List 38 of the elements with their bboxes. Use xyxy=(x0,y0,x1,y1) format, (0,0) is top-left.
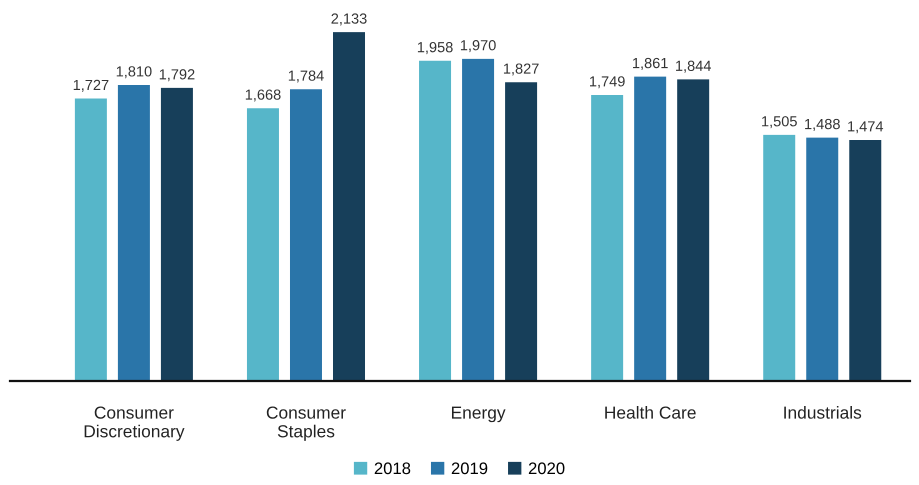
bar xyxy=(763,134,796,381)
x-tick-label: Industrials xyxy=(784,406,862,419)
data-label: 1,727 xyxy=(74,80,108,92)
data-label: 1,792 xyxy=(160,69,194,82)
bar xyxy=(677,79,710,381)
data-label: 2,133 xyxy=(331,13,367,26)
x-tick-label: Consumer Discretionary xyxy=(84,406,185,441)
bar xyxy=(74,98,107,381)
data-label: 1,784 xyxy=(288,70,324,83)
data-label: 1,844 xyxy=(676,60,711,73)
data-label: 1,970 xyxy=(460,40,496,52)
data-label: 1,958 xyxy=(418,42,453,54)
data-label: 1,827 xyxy=(504,63,539,76)
bar xyxy=(290,89,322,381)
bar xyxy=(333,32,366,381)
bar xyxy=(849,140,882,381)
x-tick-label: Consumer Staples xyxy=(266,406,346,441)
bar xyxy=(246,108,279,381)
data-label: 1,505 xyxy=(762,116,797,128)
x-tick-label: Health Care xyxy=(605,406,696,419)
bar xyxy=(505,82,538,381)
bar xyxy=(634,76,666,381)
bar xyxy=(118,84,150,381)
data-label: 1,749 xyxy=(590,76,625,88)
x-tick-label: Energy xyxy=(452,406,506,422)
bar xyxy=(591,94,624,381)
bar xyxy=(160,88,193,381)
legend-label: 2018 xyxy=(374,462,410,474)
data-label: 1,488 xyxy=(805,118,840,131)
legend-label: 2019 xyxy=(452,462,488,474)
bar xyxy=(806,138,838,381)
data-label: 1,810 xyxy=(116,66,152,78)
data-label: 1,861 xyxy=(633,58,668,70)
data-label: 1,668 xyxy=(246,89,281,102)
data-label: 1,474 xyxy=(848,121,884,134)
bar xyxy=(462,58,494,381)
legend-label: 2020 xyxy=(528,462,564,474)
bar xyxy=(419,60,452,381)
